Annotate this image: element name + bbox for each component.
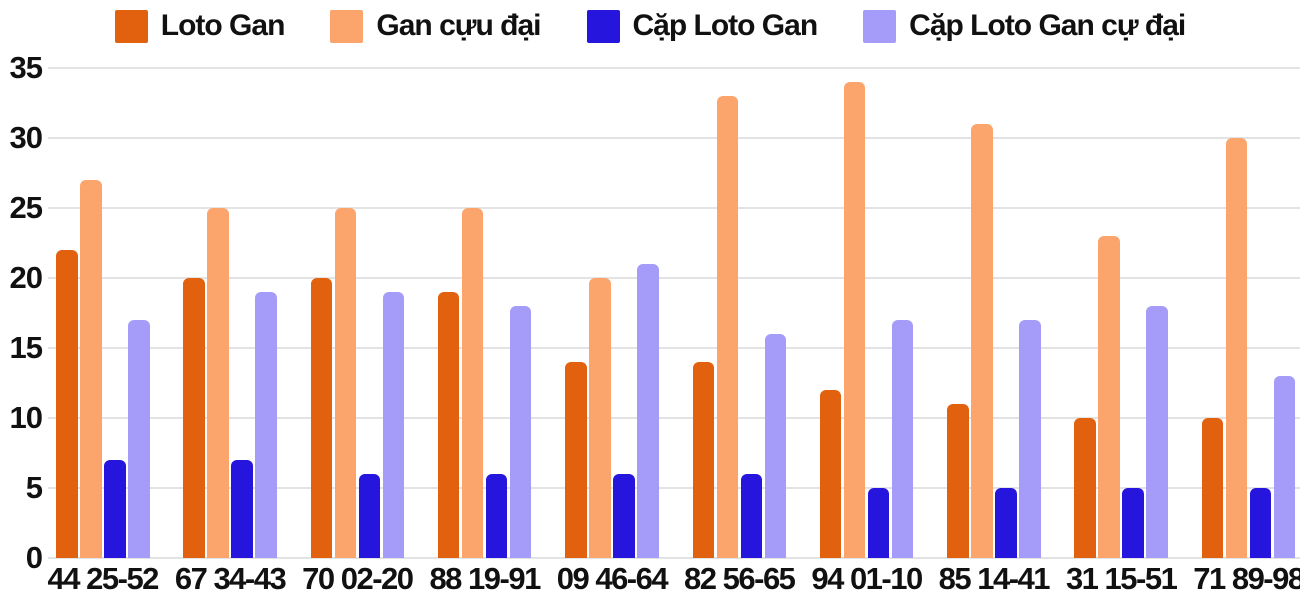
y-axis-tick-label: 30 bbox=[9, 120, 43, 155]
bar bbox=[358, 474, 381, 558]
legend-item[interactable]: Cặp Loto Gan bbox=[586, 9, 819, 43]
y-axis-tick-label: 20 bbox=[9, 260, 43, 295]
gridline bbox=[48, 67, 1300, 69]
x-axis-label: 44 25-52 bbox=[47, 561, 160, 596]
bar bbox=[334, 208, 357, 558]
gridline bbox=[48, 207, 1300, 209]
gridline bbox=[48, 487, 1300, 489]
legend-label: Cặp Loto Gan bbox=[632, 9, 819, 42]
bar bbox=[995, 488, 1017, 558]
bar bbox=[1201, 418, 1224, 558]
bar bbox=[207, 208, 229, 558]
y-axis-tick-label: 35 bbox=[9, 50, 43, 85]
legend-swatch-icon bbox=[330, 9, 364, 43]
y-axis-tick-label: 10 bbox=[9, 400, 43, 435]
bar bbox=[716, 96, 738, 558]
bar bbox=[692, 362, 714, 558]
x-axis-label: 31 15-51 bbox=[1065, 561, 1178, 596]
bar bbox=[1098, 236, 1120, 558]
legend-item[interactable]: Cặp Loto Gan cự đại bbox=[863, 9, 1186, 43]
legend-label: Cặp Loto Gan cự đại bbox=[909, 9, 1186, 42]
bar bbox=[740, 474, 762, 558]
chart-legend: Loto Gan Gan cựu đại Cặp Loto Gan Cặp Loto … bbox=[0, 9, 1300, 43]
bar bbox=[255, 292, 277, 558]
bar bbox=[1074, 418, 1096, 558]
gridline bbox=[48, 557, 1300, 559]
gridline bbox=[48, 137, 1300, 139]
y-axis-tick-label: 0 bbox=[25, 540, 43, 575]
bar bbox=[613, 474, 635, 558]
bar bbox=[1249, 488, 1272, 558]
bar bbox=[764, 334, 786, 558]
legend-item[interactable]: Loto Gan bbox=[114, 9, 286, 43]
legend-swatch-icon bbox=[863, 9, 897, 43]
bar bbox=[971, 124, 993, 558]
bar bbox=[461, 208, 484, 558]
legend-label: Loto Gan bbox=[160, 9, 286, 42]
x-axis-label: 82 56-65 bbox=[684, 561, 796, 596]
bar bbox=[589, 278, 611, 558]
bar bbox=[485, 474, 508, 558]
bar bbox=[310, 278, 333, 558]
gridline bbox=[48, 417, 1300, 419]
legend-swatch-icon bbox=[586, 9, 620, 43]
bar bbox=[947, 404, 969, 558]
bar bbox=[104, 460, 126, 558]
x-axis-label: 67 34-43 bbox=[174, 561, 287, 596]
bar bbox=[565, 362, 587, 558]
bar bbox=[382, 292, 405, 558]
bar bbox=[867, 488, 890, 558]
gridline bbox=[48, 347, 1300, 349]
bar bbox=[1146, 306, 1168, 558]
x-axis-label: 70 02-20 bbox=[302, 561, 414, 596]
bar bbox=[231, 460, 253, 558]
bar bbox=[80, 180, 102, 558]
legend-item[interactable]: Gan cựu đại bbox=[330, 9, 542, 43]
bar bbox=[1122, 488, 1144, 558]
x-axis-label: 94 01-10 bbox=[811, 561, 923, 596]
bar bbox=[56, 250, 78, 558]
x-axis-label: 88 19-91 bbox=[429, 561, 541, 596]
bar bbox=[891, 320, 914, 558]
x-axis-label: 71 89-98 bbox=[1193, 561, 1300, 596]
bar bbox=[509, 306, 532, 558]
y-axis-tick-label: 5 bbox=[25, 470, 43, 505]
legend-label: Gan cựu đại bbox=[376, 9, 541, 42]
bar bbox=[1225, 138, 1248, 558]
x-axis-label: 09 46-64 bbox=[556, 561, 669, 596]
bar bbox=[819, 390, 842, 558]
bar bbox=[843, 82, 866, 558]
bar bbox=[1019, 320, 1041, 558]
y-axis-tick-label: 15 bbox=[9, 330, 43, 365]
bar bbox=[128, 320, 150, 558]
gridline bbox=[48, 277, 1300, 279]
bar bbox=[637, 264, 659, 558]
bar bbox=[1273, 376, 1296, 558]
x-axis-label: 85 14-41 bbox=[938, 561, 1051, 596]
bar bbox=[437, 292, 460, 558]
legend-swatch-icon bbox=[114, 9, 148, 43]
bar bbox=[183, 278, 205, 558]
y-axis-tick-label: 25 bbox=[9, 190, 43, 225]
